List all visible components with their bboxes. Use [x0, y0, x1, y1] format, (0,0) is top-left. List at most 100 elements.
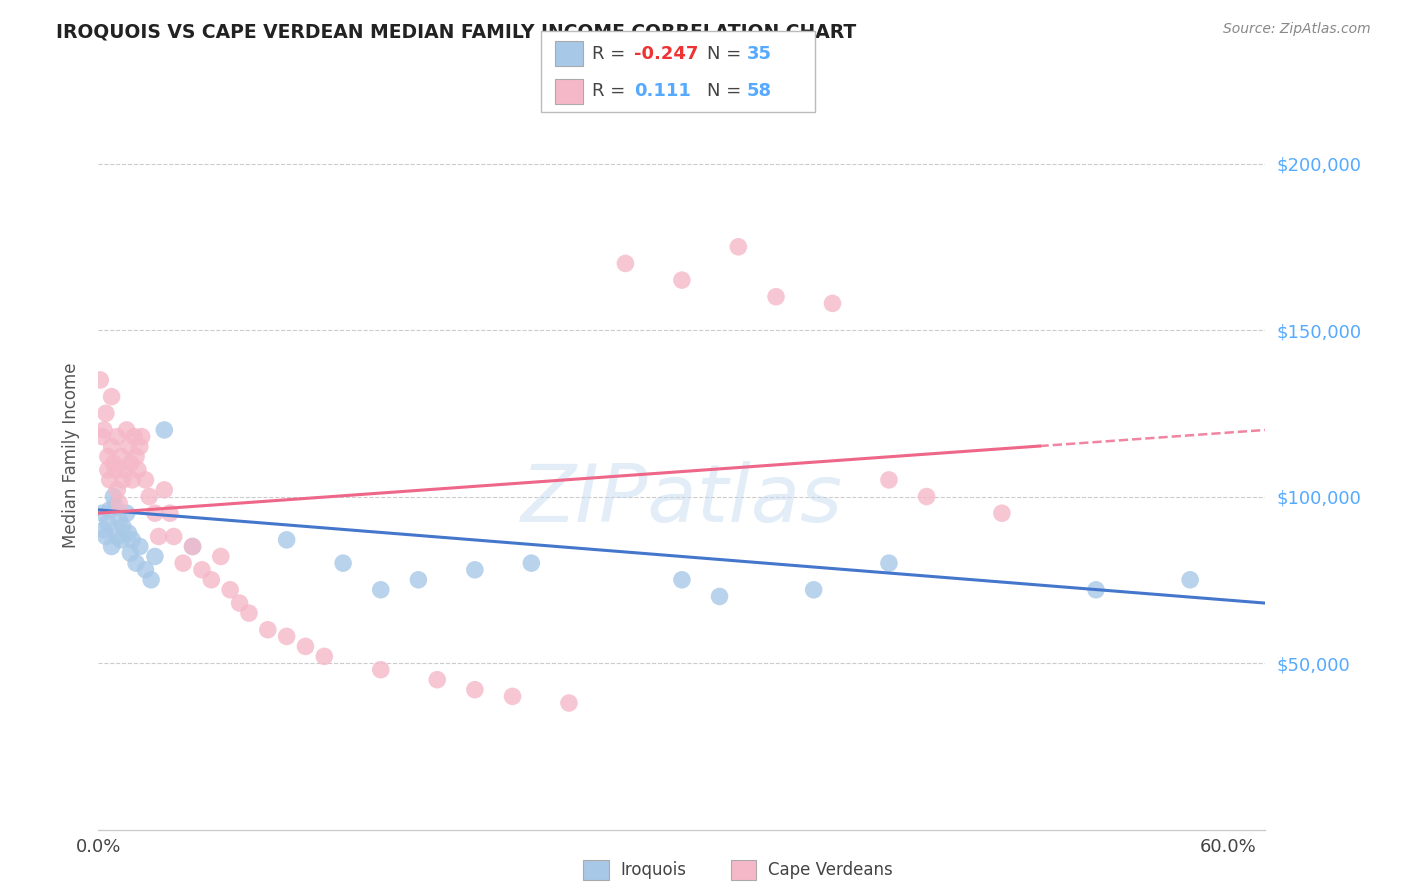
Point [108, 513, 131, 527]
Point [139, 573, 162, 587]
Point [464, 563, 486, 577]
Point [120, 546, 142, 560]
Text: Source: ZipAtlas.com: Source: ZipAtlas.com [1223, 22, 1371, 37]
Point [408, 573, 430, 587]
Y-axis label: Median Family Income: Median Family Income [62, 362, 80, 548]
Point [143, 549, 166, 564]
Point [803, 582, 825, 597]
Point [671, 573, 693, 587]
Point [103, 490, 125, 504]
Point [370, 582, 392, 597]
Point [765, 290, 787, 304]
Point [148, 529, 170, 543]
Point [709, 590, 731, 604]
Point [159, 506, 181, 520]
Point [110, 533, 132, 547]
Text: 35: 35 [747, 45, 772, 62]
Point [110, 450, 132, 464]
Point [108, 496, 131, 510]
Text: 58: 58 [747, 82, 772, 101]
Point [134, 473, 156, 487]
Point [93, 423, 115, 437]
Point [98, 473, 121, 487]
Text: ZIPatlas: ZIPatlas [520, 461, 844, 539]
Text: Iroquois: Iroquois [620, 861, 686, 879]
Point [991, 506, 1014, 520]
Point [614, 256, 637, 270]
Point [120, 456, 142, 470]
Point [671, 273, 693, 287]
Point [138, 490, 160, 504]
Point [276, 533, 298, 547]
Point [209, 549, 232, 564]
Point [103, 456, 125, 470]
Point [191, 563, 214, 577]
Point [105, 529, 128, 543]
Point [94, 529, 117, 543]
Text: -0.247: -0.247 [634, 45, 699, 62]
Point [97, 463, 120, 477]
Point [502, 690, 524, 704]
Point [111, 473, 134, 487]
Point [200, 573, 222, 587]
Point [131, 429, 153, 443]
Point [1178, 573, 1201, 587]
Point [100, 440, 122, 454]
Text: 0.111: 0.111 [634, 82, 690, 101]
Point [121, 533, 143, 547]
Point [219, 582, 242, 597]
Point [238, 606, 260, 620]
Point [256, 623, 278, 637]
Point [276, 629, 298, 643]
Point [181, 540, 204, 554]
Point [143, 506, 166, 520]
Point [464, 682, 486, 697]
Point [122, 429, 145, 443]
Point [114, 463, 136, 477]
Point [128, 440, 150, 454]
Point [115, 506, 138, 520]
Point [100, 540, 122, 554]
Point [877, 473, 900, 487]
Point [125, 450, 148, 464]
Point [125, 556, 148, 570]
Point [520, 556, 543, 570]
Point [121, 473, 143, 487]
Point [91, 506, 114, 520]
Point [228, 596, 250, 610]
Text: N =: N = [707, 82, 747, 101]
Point [877, 556, 900, 570]
Point [94, 406, 117, 420]
Point [172, 556, 194, 570]
Point [117, 526, 139, 541]
Point [91, 429, 114, 443]
Point [127, 463, 149, 477]
Point [117, 440, 139, 454]
Text: Cape Verdeans: Cape Verdeans [768, 861, 893, 879]
Point [153, 423, 176, 437]
Point [89, 373, 111, 387]
Point [1085, 582, 1108, 597]
Point [115, 423, 138, 437]
Point [314, 649, 336, 664]
Point [181, 540, 204, 554]
Point [134, 563, 156, 577]
Point [558, 696, 581, 710]
Point [105, 429, 128, 443]
Point [163, 529, 186, 543]
Point [332, 556, 354, 570]
Point [153, 483, 176, 497]
Point [727, 240, 749, 254]
Point [98, 503, 121, 517]
Point [370, 663, 392, 677]
Text: IROQUOIS VS CAPE VERDEAN MEDIAN FAMILY INCOME CORRELATION CHART: IROQUOIS VS CAPE VERDEAN MEDIAN FAMILY I… [56, 22, 856, 41]
Point [915, 490, 938, 504]
Point [104, 500, 127, 514]
Point [821, 296, 844, 310]
Point [97, 450, 120, 464]
Point [100, 390, 122, 404]
Point [128, 540, 150, 554]
Point [104, 463, 127, 477]
Point [97, 516, 120, 531]
Text: R =: R = [592, 45, 631, 62]
